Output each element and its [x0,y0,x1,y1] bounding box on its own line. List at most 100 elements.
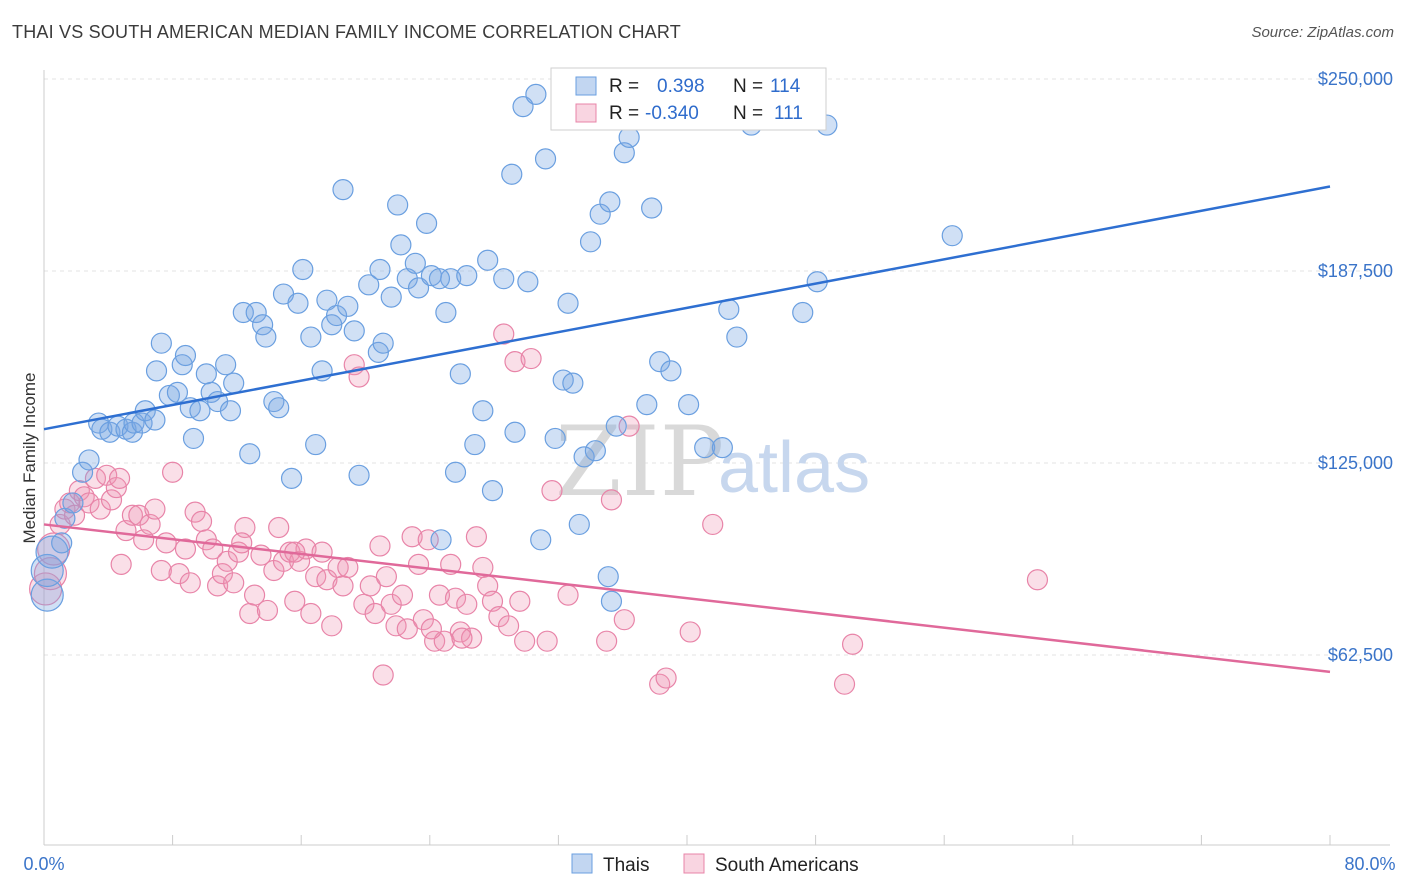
scatter-point [464,433,486,456]
legend-r-value-south-americans: -0.340 [645,103,699,124]
scatter-point [456,265,478,287]
scatter-point [195,363,217,385]
scatter-point [100,489,123,511]
scatter-point [472,400,494,422]
scatter-point [256,599,279,622]
scatter-point [493,268,515,290]
scatter-point [287,292,309,314]
scatter-point [155,532,177,554]
scatter-point [420,618,443,640]
scatter-point [337,556,359,579]
scatter-point [504,421,526,443]
legend-swatch-south-americans [575,103,597,123]
scatter-point [311,541,333,563]
scatter-point [649,673,671,695]
scatter-point [284,590,306,612]
bottom-legend: Thais South Americans [571,853,859,876]
scatter-point [62,492,84,514]
scatter-point [190,510,213,532]
scatter-point [321,615,343,637]
chart-title: THAI VS SOUTH AMERICAN MEDIAN FAMILY INC… [12,22,681,42]
bottom-legend-swatch-thais [571,853,593,874]
scatter-point [534,148,557,170]
scatter-point [562,372,584,394]
y-tick-label: $125,000 [1318,453,1393,473]
south-americans-trend-line [43,523,1331,674]
thais-trend-line [43,185,1331,431]
scatter-point [655,667,677,689]
scatter-point [71,461,94,483]
scatter-point [219,400,242,422]
scatter-point [444,461,467,483]
scatter-point [401,526,423,548]
scatter-point [150,332,172,354]
scatter-point [380,593,402,615]
scatter-point [501,163,523,185]
scatter-point [174,538,197,560]
scatter-point [150,559,172,582]
scatter-point [316,289,338,311]
scatter-point [78,449,100,471]
scatter-point [557,584,579,606]
scatter-point [477,249,499,271]
scatter-point [211,562,234,585]
scatter-point [232,301,254,324]
scatter-point [268,516,290,539]
legend-r-label-south-americans: R = [609,103,639,124]
legend-r-value-thais: 0.398 [657,76,705,97]
scatter-point [530,529,552,551]
scatter-point [449,363,471,385]
legend-n-value-thais: 114 [770,76,801,97]
scatter-point [568,513,590,536]
scatter-point [300,602,322,625]
scatter-point [372,332,394,354]
scatter-point [108,467,131,489]
scatter-point [35,535,69,569]
scatter-point [182,427,205,450]
scatter-point [239,602,261,625]
legend-box: R = 0.398 N = 114 R = -0.340 N = 111 [550,67,827,131]
scatter-point [343,320,365,342]
scatter-point [223,372,245,394]
scatter-point [89,498,111,520]
scatter-point [599,191,621,213]
scatter-point [596,630,618,652]
scatter-point [597,566,619,588]
y-tick-label: $250,000 [1318,69,1393,89]
scatter-point [300,326,322,348]
grid-lines [44,78,1390,656]
scatter-point [493,323,515,345]
x-tick-marks [43,835,1331,845]
scatter-point [417,529,439,551]
scatter-point [255,326,277,348]
scatter-point [332,178,354,201]
legend-swatch-thais [575,76,597,96]
south-americans-points [29,323,1049,695]
watermark: ZIP atlas [555,406,870,518]
scatter-point [430,529,452,551]
scatter-point [415,212,438,234]
scatter-point [325,304,348,327]
scatter-point [711,437,733,459]
scatter-point [618,415,640,437]
scatter-point [51,532,73,554]
scatter-point [444,587,467,609]
scatter-point [541,480,563,502]
scatter-point [30,578,64,612]
scatter-point [557,292,579,314]
scatter-point [451,627,473,649]
scatter-point [372,664,394,686]
scatter-point [121,504,144,526]
scatter-point [144,409,166,431]
scatter-point [573,446,595,468]
scatter-point [520,347,542,370]
scatter-point [353,593,375,615]
legend-n-label-thais: N = [733,76,763,97]
scatter-point [396,618,418,640]
scatter-point [168,562,190,585]
scatter-point [512,96,534,118]
scatter-point [189,400,211,422]
scatter-point [292,258,314,281]
scatter-point [144,498,166,520]
scatter-point [404,252,426,274]
